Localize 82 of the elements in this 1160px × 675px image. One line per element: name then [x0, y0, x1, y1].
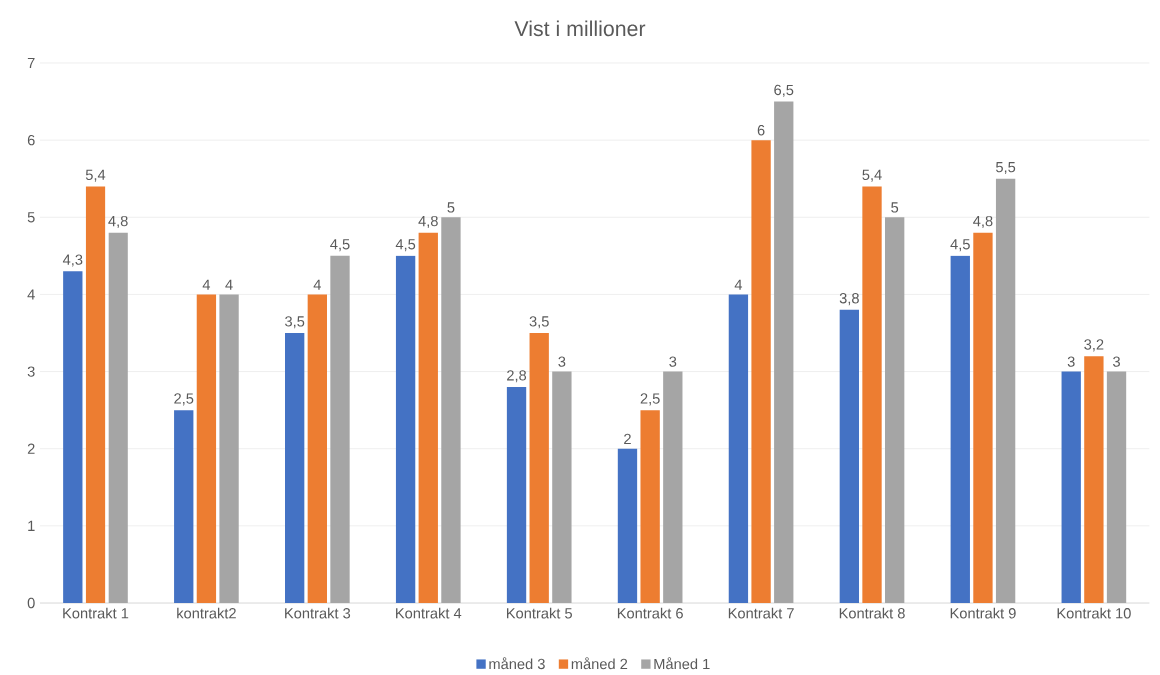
bar [196, 294, 217, 603]
data-label: 6 [757, 125, 765, 136]
bar [529, 333, 549, 603]
bar [219, 294, 239, 603]
bar [663, 371, 683, 603]
data-label: 4 [734, 279, 743, 290]
data-label: 3,8 [839, 293, 859, 306]
bar [617, 448, 638, 603]
bar [85, 186, 106, 603]
data-label: 4,5 [950, 239, 970, 252]
y-tick-label: 6 [27, 134, 35, 146]
bar [728, 294, 749, 603]
y-tick-label: 4 [27, 289, 35, 300]
data-label: 4,8 [418, 215, 438, 229]
bar [418, 232, 438, 603]
data-label: 2,5 [640, 393, 660, 406]
x-tick-label: Kontrakt 5 [506, 607, 572, 619]
x-tick-label: Kontrakt 4 [396, 607, 462, 619]
y-tick-label: 0 [27, 597, 35, 609]
x-tick-label: Kontrakt 3 [285, 607, 351, 619]
bar [839, 309, 860, 603]
x-tick-label: Kontrakt 1 [63, 607, 129, 619]
data-label: 3,5 [529, 316, 549, 329]
bar [885, 217, 905, 603]
data-label: 5,5 [996, 162, 1016, 175]
y-tick-label: 1 [28, 520, 35, 531]
y-tick-label: 7 [27, 57, 35, 69]
bar [1106, 371, 1127, 603]
data-label: 3 [669, 356, 677, 367]
bar [751, 140, 771, 603]
data-label: 4 [313, 279, 321, 290]
data-label: 3,2 [1084, 339, 1104, 352]
bar [330, 255, 350, 603]
bar [307, 294, 327, 603]
data-label: 3,5 [285, 316, 305, 329]
x-tick-label: Kontrakt 8 [839, 607, 905, 619]
data-label: 4,8 [973, 215, 993, 229]
x-tick-label: Kontrakt 10 [1057, 607, 1131, 619]
bar [174, 410, 194, 603]
legend-label: måned 2 [571, 657, 628, 670]
bar [441, 217, 461, 603]
data-label: 5 [447, 202, 455, 213]
bar [774, 101, 794, 603]
x-tick-label: Kontrakt 9 [950, 607, 1016, 619]
bar [950, 255, 970, 603]
x-tick-label: Kontrakt 6 [617, 607, 683, 619]
bar [108, 232, 128, 603]
data-label: 2 [624, 433, 631, 444]
bar [862, 186, 882, 603]
data-label: 4 [202, 279, 211, 290]
bar [640, 410, 660, 603]
data-label: 2,5 [174, 393, 194, 406]
chart-title: Vist i millioner [514, 20, 646, 37]
x-tick-label: Kontrakt 7 [728, 607, 794, 619]
data-label: 3 [1067, 356, 1075, 367]
y-tick-label: 5 [27, 212, 35, 223]
data-label: 6,5 [774, 84, 794, 97]
data-label: 5 [891, 202, 899, 213]
bar [552, 371, 572, 603]
bar [1084, 356, 1104, 603]
legend-label: Måned 1 [654, 657, 710, 670]
y-tick-label: 2 [27, 443, 35, 454]
bar [995, 178, 1016, 603]
data-label: 4,8 [108, 215, 128, 229]
bar [1061, 371, 1081, 603]
data-label: 3 [1113, 356, 1120, 367]
data-label: 4,5 [395, 239, 416, 252]
legend-label: måned 3 [489, 657, 545, 670]
bar [63, 271, 83, 603]
data-label: 4,5 [330, 239, 350, 252]
bar [395, 255, 416, 603]
data-label: 5,4 [862, 169, 882, 182]
data-label: 4,3 [62, 254, 83, 267]
data-label: 4 [225, 279, 233, 290]
bar [285, 333, 305, 603]
x-tick-label: kontrakt2 [177, 607, 236, 619]
bar [506, 387, 527, 603]
data-label: 5,4 [85, 169, 106, 182]
data-label: 2,8 [507, 370, 527, 383]
y-tick-label: 3 [27, 366, 35, 377]
data-label: 3 [558, 356, 566, 367]
bar [973, 232, 993, 603]
